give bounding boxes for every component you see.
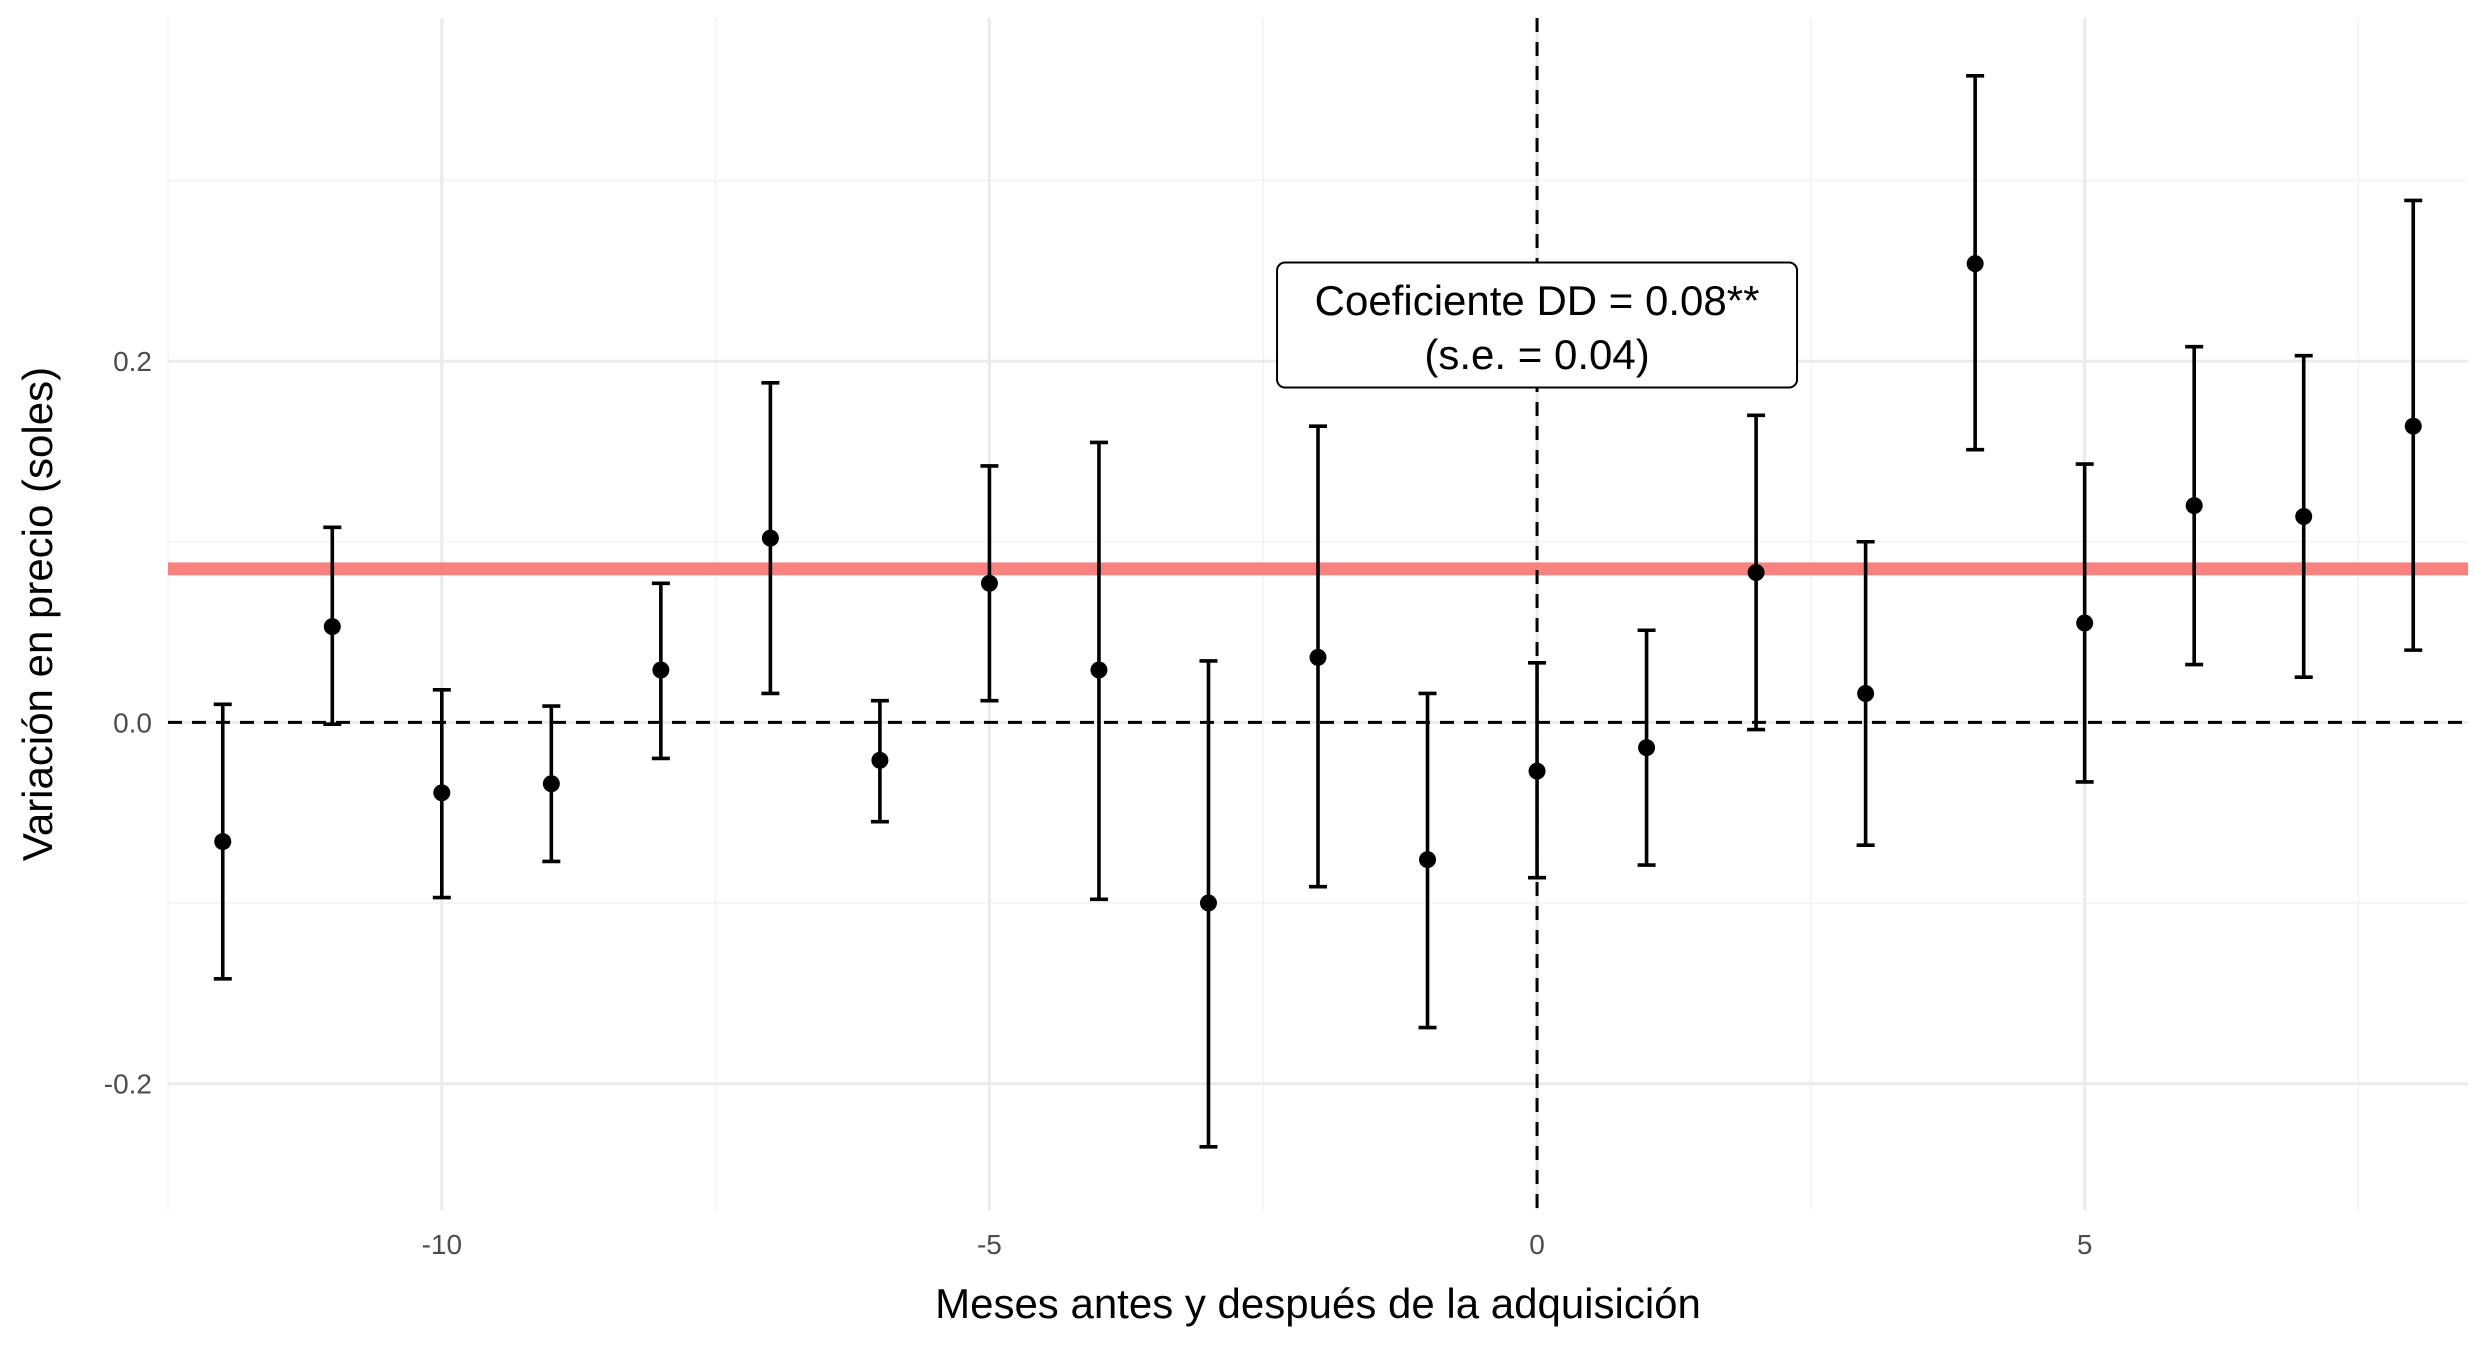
estimate-point (761, 529, 779, 547)
marks-layer (213, 73, 2423, 1149)
estimate-point (1966, 255, 1984, 273)
x-tick-label: 5 (2077, 1229, 2093, 1260)
estimate-point (2295, 507, 2313, 525)
estimate-point (1747, 563, 1765, 581)
estimate-point (1638, 739, 1656, 757)
estimate-point (1857, 684, 1875, 702)
estimate-point (323, 618, 341, 636)
estimate-point (214, 833, 232, 851)
estimate-point (1090, 661, 1108, 679)
estimate-point (433, 784, 451, 802)
annotation-coefficient: Coeficiente DD = 0.08** (1315, 277, 1760, 324)
estimate-point (1528, 762, 1546, 780)
estimate-point (1419, 851, 1437, 869)
estimate-point (652, 661, 670, 679)
x-tick-label: 0 (1529, 1229, 1545, 1260)
estimate-point (2185, 497, 2203, 515)
y-tick-label: 0.0 (113, 707, 152, 738)
estimate-point (980, 574, 998, 592)
estimate-point (2404, 417, 2422, 435)
y-tick-label: 0.2 (113, 346, 152, 377)
annotation-layer: Coeficiente DD = 0.08** (s.e. = 0.04) (1276, 261, 1799, 389)
axis-layer: Meses antes y después de la adquisición … (14, 346, 2092, 1327)
y-axis-title: Variación en precio (soles) (14, 367, 61, 861)
estimate-point (542, 775, 560, 793)
y-tick-label: -0.2 (104, 1069, 152, 1100)
x-axis-title: Meses antes y después de la adquisición (935, 1280, 1701, 1327)
estimate-point (2076, 614, 2094, 632)
estimate-point (871, 751, 889, 769)
x-tick-label: -5 (977, 1229, 1002, 1260)
estimate-point (1309, 648, 1327, 666)
x-tick-label: -10 (422, 1229, 462, 1260)
annotation-box (1276, 261, 1799, 389)
estimate-point (1199, 894, 1217, 912)
annotation-standard-error: (s.e. = 0.04) (1424, 331, 1649, 378)
